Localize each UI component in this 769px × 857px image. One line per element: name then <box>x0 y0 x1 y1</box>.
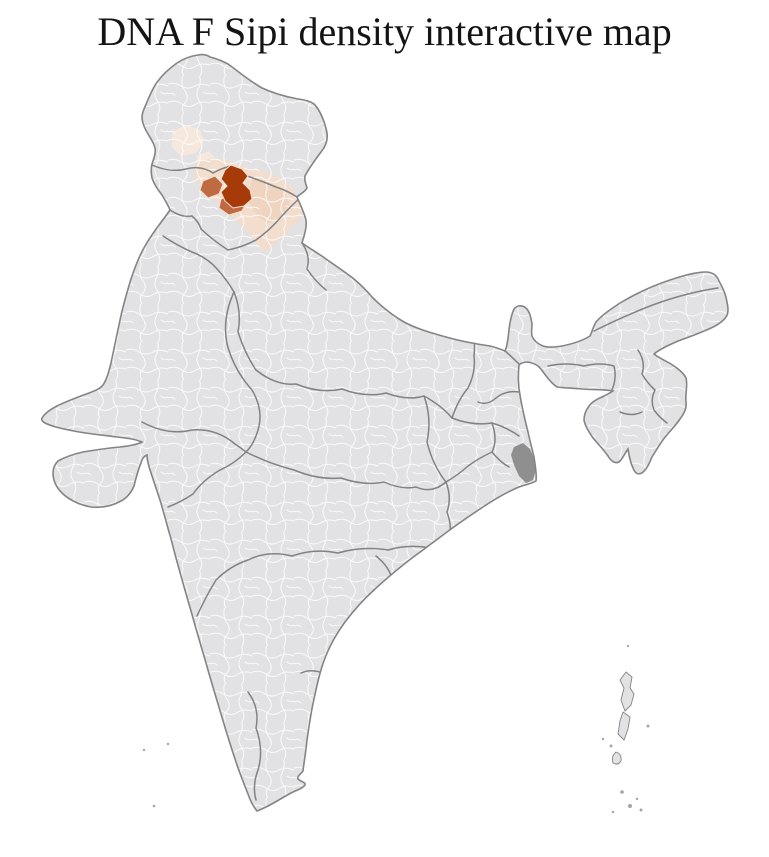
islet-specks <box>142 644 650 814</box>
district-region-medium-west[interactable] <box>199 175 224 199</box>
delta-dense-patch <box>511 443 536 483</box>
andaman-nicobar-islands[interactable] <box>611 671 635 765</box>
district-region-high[interactable] <box>220 164 253 209</box>
page-title: DNA F Sipi density interactive map <box>97 9 672 54</box>
state-borders <box>141 164 719 801</box>
